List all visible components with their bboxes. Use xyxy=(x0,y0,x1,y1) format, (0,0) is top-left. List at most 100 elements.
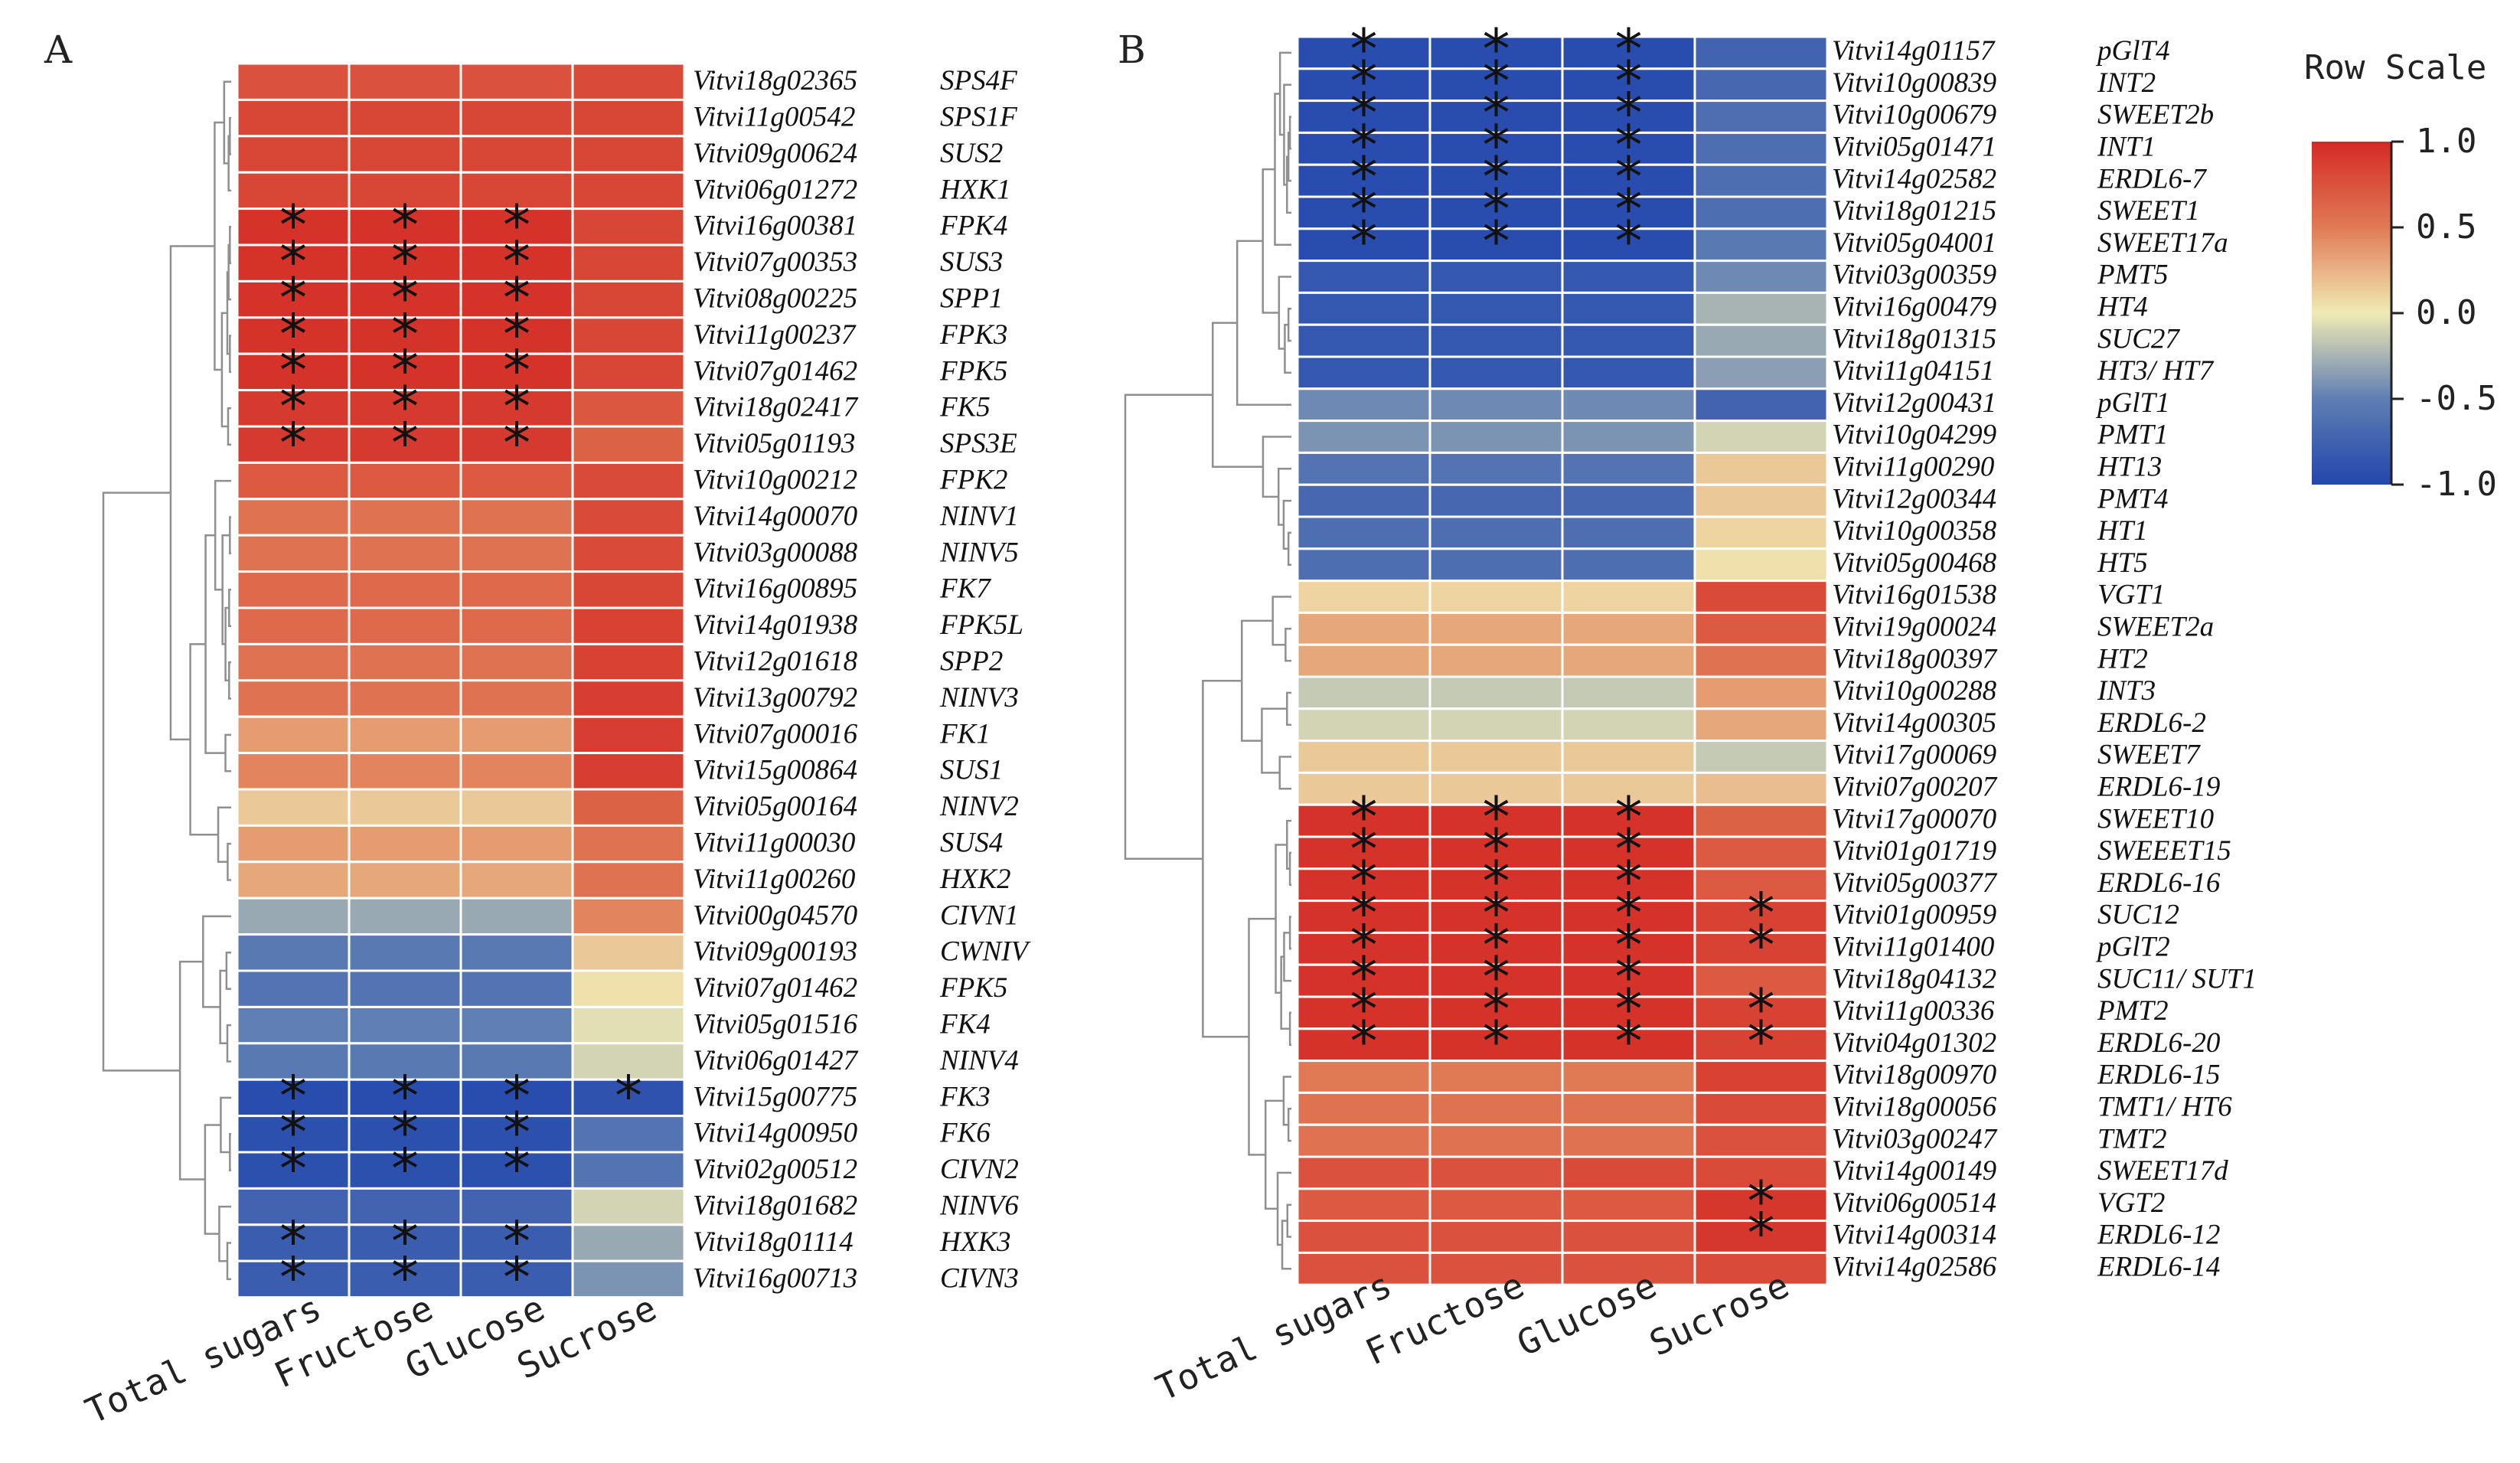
heatmap-cell xyxy=(1561,931,1696,966)
gene-name-label: SPS4F xyxy=(940,65,1017,96)
heatmap-cell xyxy=(1296,707,1431,743)
panel-b-label: B xyxy=(1118,28,1146,72)
gene-id-label: Vitvi18g04132 xyxy=(1832,963,1996,994)
heatmap-cell xyxy=(1561,675,1696,710)
heatmap-cell xyxy=(348,642,462,682)
heatmap-cell xyxy=(1693,707,1829,743)
dendrogram-branch xyxy=(225,952,231,990)
dendrogram-branch xyxy=(1124,394,1213,860)
heatmap-cell xyxy=(1296,547,1431,583)
gene-name-label: SPP2 xyxy=(940,646,1003,678)
heatmap-cell xyxy=(1428,803,1564,838)
heatmap-cell xyxy=(459,752,574,791)
gene-name-label: ERDL6-7 xyxy=(2097,163,2207,194)
heatmap-cell xyxy=(571,1187,686,1226)
dendrogram-branch xyxy=(1284,628,1291,662)
gene-name-label: NINV5 xyxy=(939,537,1019,568)
gene-name-label: SUS3 xyxy=(940,247,1003,278)
heatmap-cell xyxy=(1561,35,1696,70)
gene-name-label: HT2 xyxy=(2097,643,2148,674)
gene-id-label: Vitvi12g00431 xyxy=(1832,387,1996,419)
heatmap-cell xyxy=(236,1005,351,1045)
heatmap-cell xyxy=(1296,1091,1431,1126)
gene-id-label: Vitvi14g02586 xyxy=(1832,1251,1997,1282)
heatmap-cell xyxy=(348,606,462,645)
heatmap-cell xyxy=(1428,1060,1564,1094)
heatmap-cell xyxy=(459,788,574,827)
heatmap-cell xyxy=(348,860,462,900)
heatmap-cell xyxy=(1428,707,1564,743)
gene-name-label: ERDL6-14 xyxy=(2097,1251,2220,1282)
heatmap-cell xyxy=(236,896,351,936)
dendrogram-branch xyxy=(1264,1099,1284,1210)
dendrogram-branch xyxy=(1248,917,1276,1156)
gene-name-label: FPK3 xyxy=(939,319,1007,351)
heatmap-cell xyxy=(1428,1251,1564,1286)
gene-name-label: CWNIV xyxy=(940,936,1032,968)
heatmap-cell xyxy=(571,135,686,174)
heatmap-cell xyxy=(1693,420,1829,454)
heatmap-cell xyxy=(1693,291,1829,326)
dendrogram-branch xyxy=(1271,596,1291,646)
gene-id-label: Vitvi18g00056 xyxy=(1832,1091,1997,1122)
heatmap-cell xyxy=(571,207,686,247)
dendrogram-branch xyxy=(1288,851,1291,886)
dendrogram-branch xyxy=(1274,93,1291,246)
heatmap-cell xyxy=(571,715,686,755)
gene-id-label: Vitvi14g02582 xyxy=(1832,163,1996,194)
gene-id-label: Vitvi07g01462 xyxy=(693,355,857,387)
dendrogram-branch xyxy=(229,116,231,155)
heatmap-cell xyxy=(1428,1187,1564,1223)
heatmap-cell xyxy=(459,135,574,174)
heatmap-cell xyxy=(459,243,574,282)
gene-name-label: VGT2 xyxy=(2097,1187,2165,1219)
dendrogram-branch xyxy=(226,1242,231,1281)
gene-name-label: SWEET10 xyxy=(2097,803,2215,834)
heatmap-cell xyxy=(236,969,351,1008)
gene-id-label: Vitvi10g00679 xyxy=(1832,100,1996,131)
heatmap-cell xyxy=(1693,931,1829,966)
gene-name-label: SWEEET15 xyxy=(2097,835,2231,867)
heatmap-cell xyxy=(1561,1091,1696,1126)
gene-id-label: Vitvi18g02365 xyxy=(693,65,857,96)
heatmap-cell xyxy=(459,606,574,645)
heatmap-cell xyxy=(236,243,351,282)
dendrogram-branch xyxy=(229,226,231,264)
heatmap-cell xyxy=(459,860,574,900)
gene-id-label: Vitvi09g00624 xyxy=(693,138,857,169)
gene-name-label: INT3 xyxy=(2097,675,2156,707)
heatmap-cell xyxy=(1561,611,1696,646)
heatmap-cell xyxy=(1296,1027,1431,1063)
heatmap-cell xyxy=(1561,1060,1696,1094)
heatmap-cell xyxy=(236,461,351,501)
gene-id-label: Vitvi11g00237 xyxy=(693,319,857,351)
heatmap-cell xyxy=(1693,323,1829,358)
heatmap-cell xyxy=(1428,675,1564,710)
heatmap-cell xyxy=(348,752,462,791)
dendrogram-branch xyxy=(1276,1171,1291,1246)
gene-name-label: VGT1 xyxy=(2097,580,2165,611)
heatmap-cell xyxy=(348,461,462,501)
gene-name-label: SPP1 xyxy=(940,283,1003,315)
heatmap-cell xyxy=(1693,740,1829,774)
heatmap-cell xyxy=(1693,67,1829,103)
heatmap-cell xyxy=(1428,355,1564,390)
heatmap-cell xyxy=(1296,387,1431,423)
heatmap-cell xyxy=(1561,67,1696,103)
heatmap-cell xyxy=(571,896,686,936)
gene-name-label: PMT2 xyxy=(2097,995,2169,1027)
heatmap-cell xyxy=(236,135,351,174)
gene-id-label: Vitvi17g00070 xyxy=(1832,803,1997,834)
gene-name-label: FPK4 xyxy=(939,211,1007,242)
heatmap-cell xyxy=(459,715,574,755)
heatmap-cell xyxy=(459,534,574,573)
heatmap-cell xyxy=(348,1259,462,1299)
dendrogram-branch xyxy=(228,589,231,627)
gene-id-label: Vitvi07g00016 xyxy=(693,718,858,749)
heatmap-cell xyxy=(1296,1123,1431,1158)
gene-name-label: SPS3E xyxy=(940,428,1017,459)
heatmap-cell xyxy=(348,896,462,936)
dendrogram-branch xyxy=(169,245,215,741)
heatmap-cell xyxy=(571,752,686,791)
